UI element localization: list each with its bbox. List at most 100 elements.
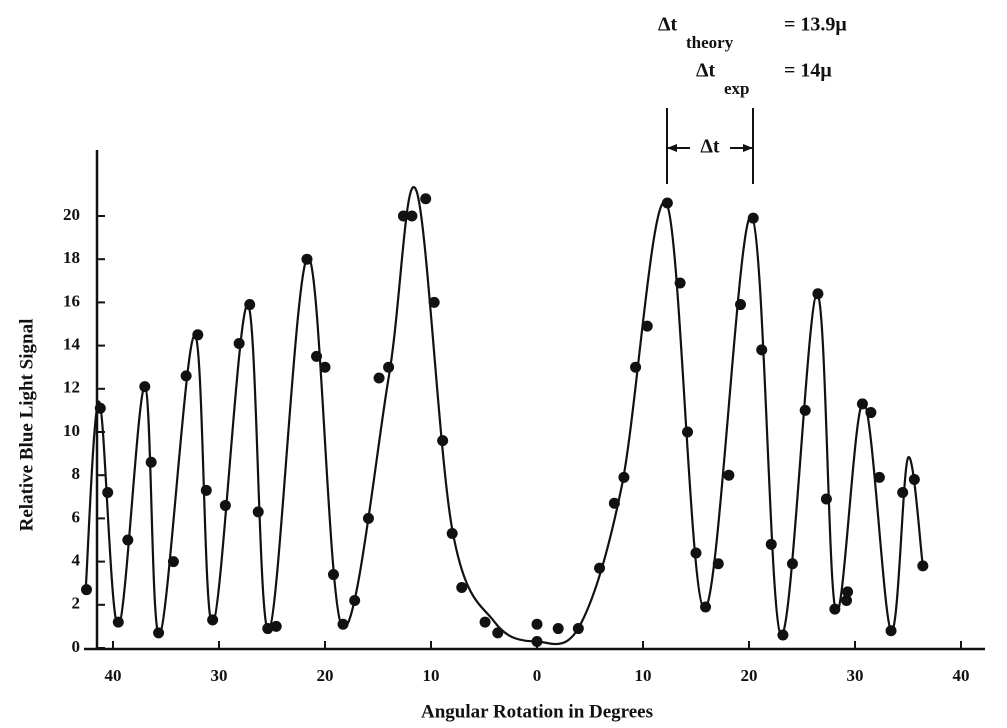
- y-tick-label: 8: [72, 464, 81, 483]
- y-tick-label: 2: [72, 594, 81, 613]
- data-point: [311, 350, 323, 362]
- y-tick-label: 18: [63, 248, 80, 267]
- data-point: [145, 456, 157, 468]
- annotation-subscript: theory: [686, 33, 734, 52]
- data-point: [233, 337, 245, 349]
- data-point: [153, 627, 165, 639]
- data-point: [552, 623, 564, 635]
- data-point: [244, 299, 256, 311]
- data-point: [531, 636, 543, 648]
- y-tick-label: 12: [63, 378, 80, 397]
- data-point: [873, 471, 885, 483]
- y-tick-label: 20: [63, 205, 80, 224]
- data-point: [865, 407, 877, 419]
- data-point: [690, 547, 702, 559]
- x-tick-label: 10: [423, 666, 440, 685]
- data-point: [777, 629, 789, 641]
- data-point: [207, 614, 219, 626]
- data-point: [735, 299, 747, 311]
- data-point: [885, 625, 897, 637]
- data-point: [456, 582, 468, 594]
- data-point: [674, 277, 686, 289]
- data-point: [81, 584, 92, 596]
- x-tick-label: 40: [953, 666, 970, 685]
- data-point: [420, 193, 432, 205]
- data-point: [682, 426, 694, 438]
- x-tick-label: 10: [635, 666, 652, 685]
- data-point: [270, 620, 282, 632]
- data-point: [180, 370, 192, 382]
- data-point: [661, 197, 673, 209]
- data-point: [446, 528, 458, 540]
- data-point: [747, 212, 759, 224]
- bracket-label: Δt: [700, 136, 720, 158]
- annotation-symbol: Δt: [696, 60, 716, 82]
- bracket: [666, 108, 754, 184]
- data-point: [712, 558, 724, 570]
- x-tick-label: 20: [317, 666, 334, 685]
- data-point: [492, 627, 504, 639]
- data-point: [608, 497, 620, 509]
- data-point: [301, 253, 313, 265]
- data-point: [618, 471, 630, 483]
- data-point: [700, 601, 712, 613]
- data-point: [917, 560, 929, 572]
- x-axis-title: Angular Rotation in Degrees: [421, 701, 653, 722]
- annotation-symbol: Δt: [658, 14, 678, 36]
- data-point: [252, 506, 264, 518]
- data-point: [812, 288, 824, 300]
- data-point: [786, 558, 798, 570]
- data-point: [362, 512, 374, 524]
- annotation-value: = 13.9μ: [784, 14, 847, 36]
- y-tick-label: 16: [63, 291, 80, 310]
- data-point: [349, 594, 361, 606]
- data-point: [406, 210, 418, 222]
- data-point: [94, 402, 106, 414]
- y-axis-title: Relative Blue Light Signal: [16, 319, 37, 532]
- data-point: [820, 493, 832, 505]
- data-point: [437, 435, 449, 447]
- data-point: [897, 486, 909, 498]
- data-point: [479, 616, 491, 628]
- x-tick-label: 40: [105, 666, 122, 685]
- data-point: [102, 486, 114, 498]
- data-point: [756, 344, 768, 356]
- y-tick-label: 0: [72, 637, 81, 656]
- x-tick-label: 30: [847, 666, 864, 685]
- data-point: [200, 484, 212, 496]
- y-tick-label: 10: [63, 421, 80, 440]
- data-point: [765, 538, 777, 550]
- annotation-value: = 14μ: [784, 60, 832, 82]
- data-point: [641, 320, 653, 332]
- data-point: [799, 404, 811, 416]
- x-tick-label: 30: [211, 666, 228, 685]
- data-point: [428, 296, 440, 308]
- data-point: [319, 361, 331, 373]
- data-point: [337, 618, 349, 630]
- data-point: [856, 398, 868, 410]
- data-point: [594, 562, 606, 574]
- x-tick-label: 0: [533, 666, 542, 685]
- y-tick-label: 6: [72, 507, 81, 526]
- data-point: [262, 623, 274, 635]
- data-point: [630, 361, 642, 373]
- data-point: [383, 361, 395, 373]
- data-point: [192, 329, 204, 341]
- data-point: [167, 556, 179, 568]
- data-point: [112, 616, 124, 628]
- data-point: [373, 372, 385, 384]
- data-point: [572, 623, 584, 635]
- y-tick-label: 4: [72, 551, 81, 570]
- data-point: [327, 569, 339, 581]
- data-point: [723, 469, 735, 481]
- data-point: [397, 210, 409, 222]
- data-point: [122, 534, 134, 546]
- data-point: [829, 603, 841, 615]
- fit-curve: [84, 186, 924, 646]
- data-point: [841, 594, 853, 606]
- x-tick-label: 20: [741, 666, 758, 685]
- y-tick-label: 14: [63, 335, 81, 354]
- data-point: [139, 381, 151, 393]
- data-point: [908, 474, 920, 486]
